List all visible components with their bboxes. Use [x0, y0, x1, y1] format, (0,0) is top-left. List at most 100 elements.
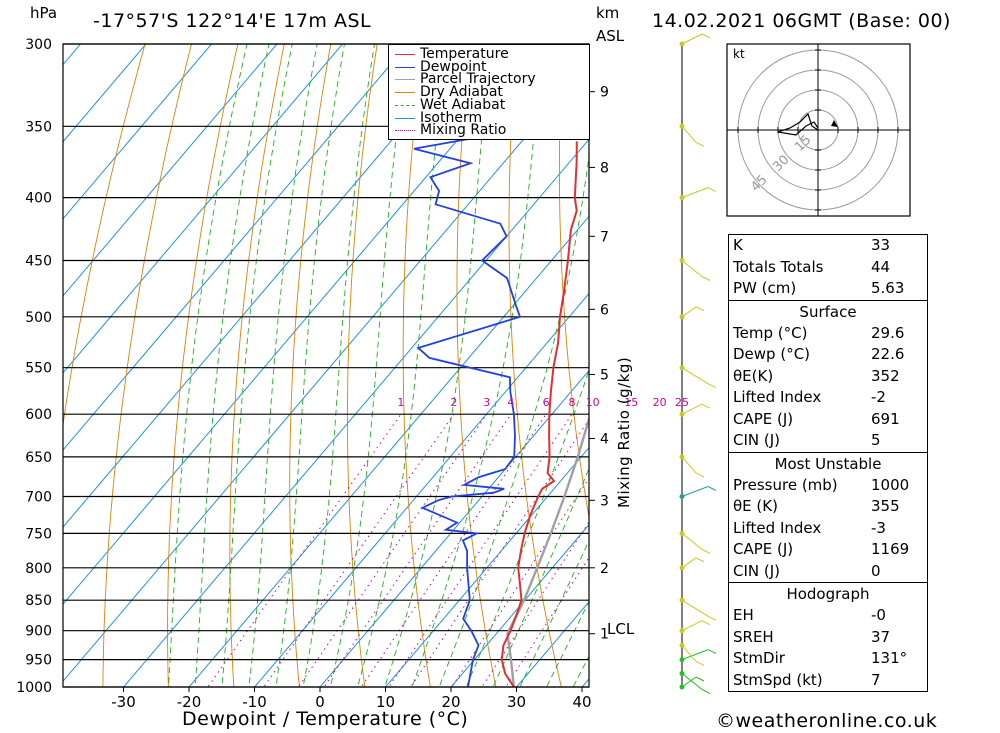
wet-adiabat-line	[438, 153, 589, 687]
mixing-ratio-line	[263, 413, 455, 687]
dry-adiabat-line	[456, 44, 497, 687]
dry-adiabat-line	[167, 44, 239, 687]
km-tick-label: 7	[600, 229, 609, 245]
wind-barb	[681, 33, 703, 45]
km-tick-label: 6	[600, 302, 609, 318]
hodograph-unit-label: kt	[733, 47, 745, 61]
mixing-ratio-line	[410, 418, 589, 687]
wind-barb	[681, 367, 709, 385]
dry-adiabat-line	[289, 44, 332, 687]
km-tick-label: 8	[600, 160, 609, 176]
dry-adiabat-line	[63, 44, 146, 428]
wind-barb-feather	[707, 486, 717, 491]
legend-entry: Dewpoint	[389, 60, 589, 74]
hodograph-header: Hodograph	[786, 585, 870, 603]
hodograph-section: Hodograph EH -0 SREH 37 StmDir 131° StmSpd …	[729, 582, 927, 691]
mixing-ratio-value-label: 10	[586, 396, 600, 409]
km-tick-label: 3	[600, 493, 609, 509]
wind-barb-feather	[695, 660, 705, 666]
legend-label: Dry Adiabat	[420, 84, 503, 101]
isotherm-line	[122, 138, 589, 687]
chart-legend: Temperature Dewpoint Parcel Trajectory Dry …	[388, 44, 590, 140]
legend-entry: Parcel Trajectory	[389, 73, 589, 86]
hpa-axis-label: hPa	[30, 4, 58, 22]
pressure-tick-label: 1000	[16, 680, 52, 696]
wind-barb	[681, 403, 703, 415]
wind-barb	[681, 649, 709, 661]
legend-entry: Temperature	[389, 47, 589, 61]
mixing-ratio-value-label: 6	[543, 396, 550, 409]
index-row-pw: PW (cm) 5.63	[733, 279, 905, 297]
mixing-ratio-line	[388, 413, 573, 687]
wind-barb-feather	[701, 33, 711, 39]
wet-adiabat-line	[411, 44, 543, 687]
dry-adiabat-line	[978, 26, 1000, 713]
mixing-ratio-value-label: 8	[569, 396, 576, 409]
pressure-tick-label: 850	[25, 593, 52, 609]
index-row-totals: Totals Totals 44	[733, 257, 891, 276]
hodograph-trace	[777, 112, 819, 136]
pressure-tick-label: 950	[25, 653, 52, 669]
legend-swatch	[395, 66, 415, 68]
isotherm-line	[253, 292, 589, 687]
pressure-tick-label: 750	[25, 526, 52, 542]
indices-table: K 33 Totals Totals 44 PW (cm) 5.63 Surface …	[728, 234, 928, 692]
mixing-ratio-line	[207, 413, 402, 687]
parcel-trajectory-line	[506, 415, 589, 687]
x-tick-label: 10	[376, 693, 395, 711]
wind-barb	[681, 456, 697, 474]
wet-adiabat-line	[194, 44, 270, 687]
wind-barb	[681, 187, 709, 199]
mixing-ratio-value-label: 15	[624, 396, 638, 409]
wind-barb-feather	[701, 689, 711, 694]
most-unstable-section: Most Unstable Pressure (mb) 1000 θE (K) 35…	[729, 451, 927, 583]
wind-barb-feather	[701, 620, 711, 626]
asl-axis-label: ASL	[596, 27, 625, 45]
wind-barb-feather	[707, 187, 717, 193]
legend-entry: Dry Adiabat	[389, 84, 589, 101]
isotherm-line	[63, 44, 278, 297]
mixing-ratio-value-label: 2	[450, 396, 457, 409]
isotherm-line	[63, 44, 475, 528]
legend-label: Mixing Ratio	[420, 122, 507, 139]
dry-adiabat-line	[347, 44, 378, 687]
wind-barb	[681, 306, 697, 318]
dewpoint-line	[407, 44, 522, 687]
wet-adiabat-line	[275, 44, 345, 687]
wet-adiabat-line	[168, 44, 248, 687]
isotherm-line	[384, 446, 589, 687]
x-tick-label: -20	[177, 693, 202, 711]
legend-swatch	[395, 130, 415, 132]
wet-adiabat-line	[221, 44, 293, 687]
dry-adiabat-line	[229, 44, 285, 687]
dry-adiabat-line	[932, 26, 1000, 713]
wind-barb-feather	[701, 276, 711, 281]
mixing-ratio-value-label: 3	[483, 396, 490, 409]
isotherm-line	[63, 44, 344, 374]
pressure-tick-label: 300	[25, 37, 52, 53]
wind-barb-feather	[707, 615, 717, 621]
km-axis-label: km	[596, 4, 620, 22]
pressure-tick-label: 550	[25, 361, 52, 377]
legend-swatch	[395, 104, 415, 106]
index-row-k: K 33	[733, 236, 891, 254]
pressure-tick-label: 800	[25, 561, 52, 577]
legend-swatch	[395, 117, 415, 119]
dry-adiabat-line	[508, 44, 562, 687]
datetime-title: 14.02.2021 06GMT (Base: 00)	[652, 10, 951, 32]
mixing-ratio-line	[323, 413, 512, 687]
wind-barb	[681, 676, 697, 688]
mixing-ratio-axis-title: Mixing Ratio (g/kg)	[615, 356, 633, 508]
wind-barb	[681, 599, 709, 617]
legend-label: Isotherm	[420, 109, 483, 126]
x-tick-label: 40	[572, 693, 591, 711]
legend-swatch	[395, 79, 415, 81]
isotherm-line	[319, 369, 589, 687]
km-tick-label: 4	[600, 432, 609, 448]
x-tick-label: -30	[111, 693, 136, 711]
wet-adiabat-line	[384, 44, 492, 687]
mixing-ratio-line	[297, 413, 488, 687]
km-tick-label: 9	[600, 85, 609, 101]
wet-adiabat-line	[302, 44, 375, 687]
